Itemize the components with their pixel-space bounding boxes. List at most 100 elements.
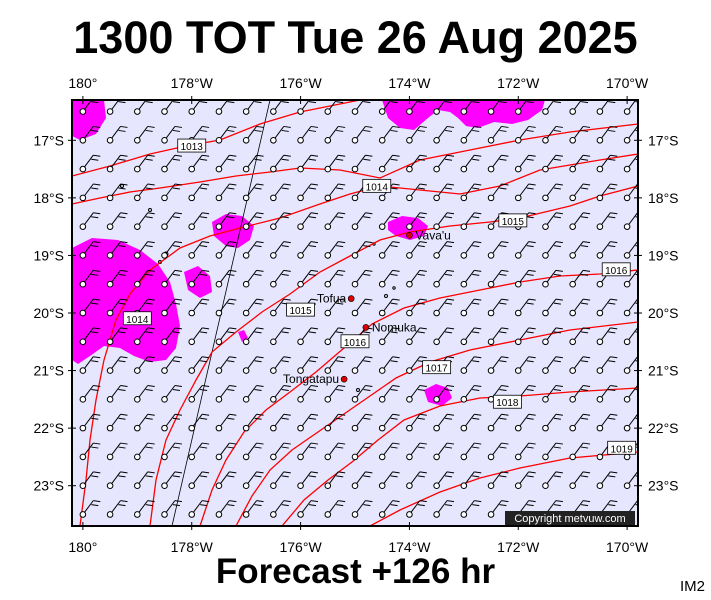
wind-barb bbox=[487, 241, 509, 259]
wind-barb bbox=[514, 269, 536, 288]
wind-barb bbox=[351, 442, 373, 461]
wind-barb bbox=[487, 356, 509, 374]
isobar-label: 1015 bbox=[498, 213, 528, 228]
wind-barb bbox=[542, 442, 563, 461]
lat-tick-label-left: 18°S bbox=[33, 190, 64, 206]
lon-tick-label-bottom: 176°W bbox=[279, 539, 322, 555]
wind-barb bbox=[542, 269, 563, 288]
wind-barb bbox=[487, 500, 509, 518]
wind-barb bbox=[297, 442, 319, 461]
rain-area-south bbox=[424, 384, 452, 406]
wind-barb bbox=[433, 442, 455, 461]
wind-barb bbox=[324, 125, 346, 144]
wind-barb bbox=[460, 183, 482, 202]
wind-barb bbox=[542, 183, 563, 202]
wind-barb bbox=[134, 183, 155, 202]
wind-barb bbox=[487, 413, 509, 432]
wind-barb bbox=[569, 241, 591, 259]
wind-barb bbox=[596, 154, 618, 173]
wind-barb bbox=[623, 154, 638, 173]
wind-barb bbox=[378, 384, 400, 403]
wind-barb bbox=[378, 327, 400, 346]
lon-tick-label-bottom: 170°W bbox=[606, 539, 649, 555]
wind-barb bbox=[188, 327, 210, 346]
wind-barb bbox=[324, 100, 344, 115]
wind-barb bbox=[623, 100, 638, 115]
lat-tick-label-right: 21°S bbox=[648, 363, 679, 379]
wind-barb bbox=[596, 413, 618, 432]
wind-barb bbox=[106, 471, 128, 490]
wind-barb bbox=[569, 125, 591, 144]
wind-barb bbox=[487, 269, 509, 288]
wind-barb bbox=[542, 100, 561, 115]
wind-barb bbox=[596, 125, 618, 144]
wind-barb bbox=[297, 269, 319, 288]
wind-barb bbox=[106, 125, 128, 144]
wind-barb bbox=[270, 327, 291, 346]
lon-tick-label-top: 176°W bbox=[279, 75, 322, 91]
wind-barb bbox=[215, 384, 237, 403]
wind-barb bbox=[79, 442, 101, 461]
wind-barb bbox=[378, 125, 400, 144]
wind-barb bbox=[351, 356, 373, 374]
wind-barb bbox=[106, 100, 126, 115]
wind-barb bbox=[79, 500, 101, 518]
wind-barb bbox=[542, 212, 563, 230]
wind-barb bbox=[596, 298, 618, 317]
wind-barb bbox=[106, 298, 128, 317]
wind-barb bbox=[106, 241, 128, 259]
lat-tick-label-right: 20°S bbox=[648, 305, 679, 321]
wind-barb bbox=[596, 356, 618, 374]
wind-barb bbox=[460, 356, 482, 374]
wind-barb bbox=[542, 154, 563, 173]
wind-barb bbox=[79, 413, 101, 432]
wind-barb bbox=[596, 212, 618, 230]
wind-barb bbox=[433, 269, 455, 288]
wind-barb bbox=[433, 212, 455, 230]
wind-barb bbox=[161, 413, 182, 432]
wind-barb bbox=[487, 298, 509, 317]
wind-barb bbox=[188, 269, 210, 288]
wind-barb bbox=[542, 125, 563, 144]
isobar-label: 1014 bbox=[362, 178, 392, 193]
wind-barb bbox=[378, 356, 400, 374]
wind-barb bbox=[460, 384, 482, 403]
wind-barb bbox=[351, 413, 373, 432]
isobar-1018 bbox=[281, 387, 638, 526]
wind-barb bbox=[106, 500, 128, 518]
wind-barb bbox=[270, 356, 291, 374]
wind-barb bbox=[188, 442, 210, 461]
wind-barb bbox=[460, 125, 482, 144]
longitude-ticks-bottom: 180° 178°W 176°W 174°W 172°W 170°W bbox=[68, 522, 649, 555]
wind-barb bbox=[514, 327, 536, 346]
wind-barb bbox=[297, 241, 319, 259]
wind-barb bbox=[569, 413, 591, 432]
wind-barb bbox=[297, 183, 319, 202]
wind-barb bbox=[106, 384, 128, 403]
wind-barb bbox=[215, 442, 237, 461]
wind-barb bbox=[542, 413, 563, 432]
wind-barb bbox=[134, 471, 155, 490]
wind-barb bbox=[596, 471, 618, 490]
wind-barb bbox=[433, 125, 455, 144]
wind-barb bbox=[351, 125, 373, 144]
lon-tick-label-top: 174°W bbox=[388, 75, 431, 91]
wind-barb bbox=[161, 384, 182, 403]
wind-barb bbox=[406, 298, 427, 317]
wind-barb bbox=[79, 471, 101, 490]
wind-barb bbox=[215, 471, 237, 490]
wind-barb bbox=[460, 500, 482, 518]
wind-barb bbox=[460, 100, 480, 115]
wind-barb bbox=[188, 100, 208, 115]
wind-barb bbox=[270, 500, 291, 518]
isobar-label: 1016 bbox=[601, 262, 631, 277]
wind-barb bbox=[324, 154, 346, 173]
wind-barb bbox=[188, 384, 210, 403]
wind-barb bbox=[134, 500, 155, 518]
svg-text:1018: 1018 bbox=[496, 398, 519, 409]
wind-barb bbox=[569, 298, 591, 317]
wind-barb bbox=[161, 298, 182, 317]
wind-barb bbox=[188, 471, 210, 490]
wind-barb bbox=[270, 100, 289, 115]
wind-barb bbox=[79, 154, 101, 173]
